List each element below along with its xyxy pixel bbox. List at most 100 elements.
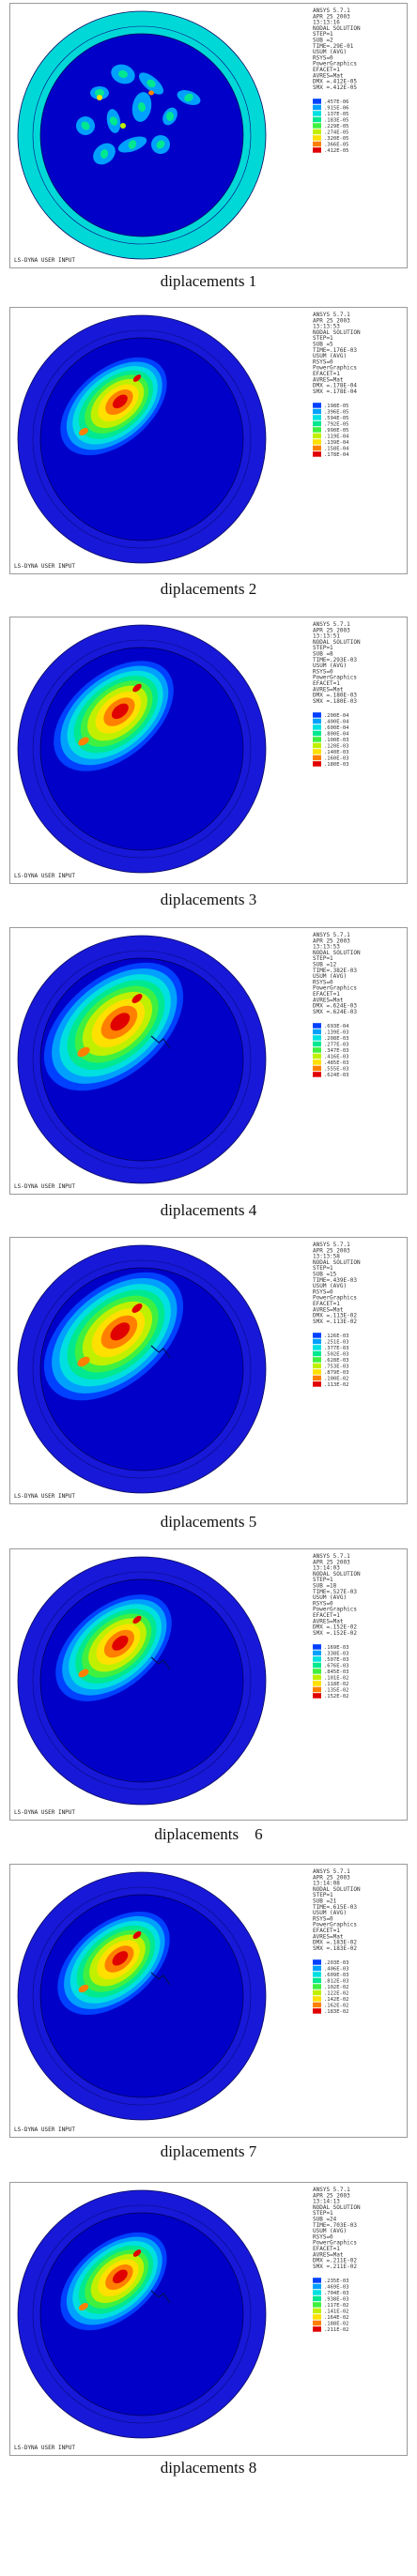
legend-value: .211E-02: [324, 2327, 349, 2333]
header-line: AVRES=Mat: [313, 997, 344, 1003]
color-legend: .126E-03.251E-03.377E-03.502E-03.628E-03…: [313, 1333, 349, 1388]
header-line: ANSYS 5.7.1: [313, 932, 350, 938]
legend-value: .118E-02: [324, 1682, 349, 1687]
header-line: SMX =.152E-02: [313, 1630, 357, 1637]
legend-swatch: [313, 1369, 321, 1375]
header-line: EFACET=1: [313, 1301, 340, 1307]
displacement-contours: [60, 2232, 171, 2331]
header-line: SMX =.211E-02: [313, 2264, 357, 2270]
header-line: TIME=.615E-03: [313, 1904, 357, 1911]
header-line: USUM (AVG): [313, 353, 347, 359]
displacement-contours: [54, 661, 174, 771]
legend-value: .274E-05: [324, 130, 349, 136]
header-line: PowerGraphics: [313, 365, 357, 372]
legend-swatch: [313, 1681, 321, 1686]
legend-swatch: [313, 1338, 321, 1345]
header-line: EFACET=1: [313, 1928, 340, 1934]
legend-swatch: [313, 712, 321, 718]
legend-swatch: [313, 1959, 321, 1965]
header-line: TIME=.293E-03: [313, 657, 357, 663]
legend-swatch: [313, 1674, 321, 1681]
legend-value: .122E-02: [324, 1991, 349, 1997]
figure-caption: diplacements 6: [154, 1825, 263, 1843]
legend-value: .164E-02: [324, 2315, 349, 2321]
legend-value: .676E-03: [324, 1664, 349, 1669]
legend-value: .457E-06: [324, 99, 349, 105]
dome-model: [17, 1244, 267, 1494]
legend-value: .485E-03: [324, 1060, 349, 1066]
contour-plot-panel: ANSYS 5.7.1 APR 25 2003 13:13:16 NODAL SOLU…: [9, 3, 408, 268]
header-line: NODAL SOLUTION: [313, 639, 361, 646]
header-line: NODAL SOLUTION: [313, 25, 361, 32]
legend-value: .915E-06: [324, 106, 349, 112]
header-line: APR 25 2003: [313, 627, 350, 633]
dome-surface: [39, 33, 244, 237]
legend-value: .120E-03: [324, 744, 349, 750]
header-line: TIME=.703E-03: [313, 2222, 357, 2229]
legend-swatch: [313, 2320, 321, 2326]
header-line: NODAL SOLUTION: [313, 1259, 361, 1266]
dome-model: [17, 314, 267, 564]
header-line: TIME=.439E-03: [313, 1277, 357, 1284]
legend-swatch: [313, 1059, 321, 1065]
header-line: EFACET=1: [313, 680, 340, 687]
legend-swatch: [313, 147, 321, 153]
legend-value: .160E-03: [324, 756, 349, 762]
legend-swatch: [313, 2314, 321, 2320]
header-line: AVRES=Mat: [313, 1618, 344, 1624]
header-line: SUB =8: [313, 651, 333, 658]
legend-swatch: [313, 2308, 321, 2314]
figure-caption: diplacements 8: [160, 2459, 257, 2477]
legend-swatch: [313, 749, 321, 755]
legend-swatch: [313, 742, 321, 749]
header-line: APR 25 2003: [313, 1874, 350, 1881]
header-line: APR 25 2003: [313, 1247, 350, 1254]
contour-plot-panel: ANSYS 5.7.1 APR 25 2003 13:13:51 NODAL SOLU…: [9, 617, 408, 884]
legend-value: .140E-03: [324, 750, 349, 755]
legend-value: .100E-03: [324, 738, 349, 743]
color-legend: .198E-05.396E-05.594E-05.792E-05.990E-05…: [313, 403, 349, 458]
header-line: DMX =.178E-04: [313, 383, 357, 389]
legend-value: .555E-03: [324, 1067, 349, 1073]
header-line: TIME=.527E-03: [313, 1589, 357, 1595]
header-line: ANSYS 5.7.1: [313, 8, 350, 14]
legend-swatch: [313, 1065, 321, 1072]
color-legend: .200E-04.400E-04.600E-04.800E-04.100E-03…: [313, 712, 349, 768]
header-line: STEP=1: [313, 955, 333, 962]
legend-value: .152E-02: [324, 1694, 349, 1700]
legend-value: .251E-03: [324, 1340, 349, 1346]
header-line: TIME=.29E-01: [313, 43, 354, 50]
legend-swatch: [313, 123, 321, 129]
header-line: APR 25 2003: [313, 937, 350, 944]
header-line: SUB =21: [313, 1898, 337, 1905]
header-line: SUB =24: [313, 2217, 337, 2223]
legend-swatch: [313, 415, 321, 420]
legend-value: .277E-03: [324, 1043, 349, 1048]
legend-value: .753E-03: [324, 1364, 349, 1370]
legend-value: .139E-04: [324, 440, 349, 446]
displacement-contours: [43, 962, 184, 1091]
legend-value: .845E-03: [324, 1669, 349, 1675]
legend-value: .113E-02: [324, 1382, 349, 1388]
legend-value: .188E-02: [324, 2322, 349, 2327]
header-line: DMX =.412E-05: [313, 79, 357, 85]
header-line: EFACET=1: [313, 371, 340, 377]
header-line: TIME=.176E-03: [313, 347, 357, 354]
header-line: AVRES=Mat: [313, 1933, 344, 1940]
legend-value: .158E-04: [324, 447, 349, 452]
legend-value: .624E-03: [324, 1073, 349, 1078]
header-line: 13:13:53: [313, 944, 340, 951]
dome-model: [17, 1556, 267, 1806]
displacement-contours: [55, 1594, 172, 1701]
header-line: STEP=1: [313, 2210, 333, 2217]
legend-swatch: [313, 1350, 321, 1357]
header-line: USUM (AVG): [313, 49, 347, 55]
legend-value: .119E-04: [324, 434, 349, 440]
header-line: EFACET=1: [313, 2246, 340, 2252]
legend-swatch: [313, 755, 321, 761]
legend-value: .203E-03: [324, 1960, 349, 1966]
legend-value: .800E-04: [324, 732, 349, 738]
